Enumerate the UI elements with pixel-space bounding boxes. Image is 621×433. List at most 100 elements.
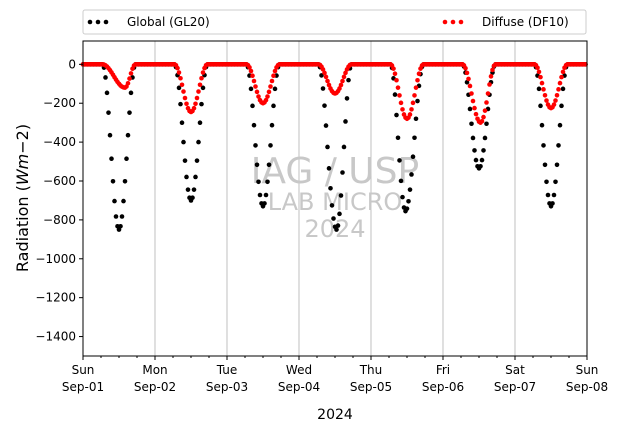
data-point [337,86,342,91]
data-point [542,162,548,168]
data-point [254,162,260,168]
data-point [554,162,560,168]
data-point [472,148,477,153]
data-point [127,110,132,115]
data-point [557,80,563,86]
data-point [343,70,348,76]
data-point [490,67,495,73]
data-point [340,170,345,175]
data-point [179,120,185,125]
data-point [184,101,189,107]
data-point [559,74,564,80]
data-point [118,223,123,229]
data-point [554,93,560,98]
data-point [469,121,474,127]
data-point [271,73,276,78]
data-point [560,86,566,92]
data-point [553,179,558,185]
data-point [269,78,275,84]
data-point [484,100,489,105]
data-point [254,89,260,95]
data-point [482,135,488,141]
data-point [256,179,261,185]
legend-marker [450,19,456,25]
data-point [470,98,476,104]
legend-marker [458,19,464,25]
data-point [415,98,420,104]
data-point [320,86,326,91]
data-point [398,178,404,184]
data-point [326,166,332,171]
data-point [481,114,486,120]
data-point [253,84,258,89]
data-point [539,122,545,128]
data-point [269,122,275,128]
data-point [338,193,344,198]
data-point [394,77,399,83]
data-point [392,92,398,97]
data-point [272,86,278,92]
data-point [103,75,108,80]
data-point [250,73,255,78]
data-point [182,158,188,163]
data-point [190,195,195,200]
x-tick-label-day: Sun [72,363,95,377]
data-point [551,102,557,107]
data-point [560,69,566,75]
x-tick-label-day: Tue [216,363,238,377]
data-point [119,214,125,219]
x-tick-label-day: Sat [505,363,525,377]
data-point [404,206,410,211]
y-tick-label: −400 [43,135,76,149]
data-point [268,84,273,89]
data-point [263,97,269,103]
data-point [268,143,273,148]
data-point [256,94,261,99]
data-point [250,103,255,109]
data-point [484,121,489,127]
data-point [107,132,113,138]
data-point [467,83,473,89]
x-axis: Sun Sep-01 Mon Sep-02 Tue Sep-03 Wed Sep-04 Thu S… [62,356,608,394]
data-point [181,139,186,145]
data-point [478,163,483,169]
data-point [200,85,206,91]
y-axis-label: Radiation (Wm−2) [13,124,32,272]
data-point [266,89,272,95]
data-point [178,75,183,81]
legend-label: Diffuse (DF10) [482,15,569,29]
x-tick-label-date: Sep-08 [566,380,608,394]
data-point [176,70,182,75]
data-point [481,148,486,153]
x-tick-label-day: Sun [576,363,599,377]
data-point [479,157,485,163]
data-point [106,110,111,115]
data-point [334,227,339,232]
data-point [271,103,276,109]
watermark-line: LAB MICRO [268,188,403,216]
y-tick-label: −1400 [35,330,76,344]
legend: Global (GL20) Diffuse (DF10) [82,9,587,35]
data-point [322,103,327,108]
data-point [179,82,185,88]
data-point [550,201,555,206]
data-point [248,68,254,74]
data-point [410,154,416,160]
data-point [323,74,329,80]
x-tick-label-date: Sep-07 [494,380,536,394]
data-point [466,76,471,82]
data-point [335,223,341,228]
data-point [193,174,198,180]
data-point [340,78,345,84]
data-point [329,203,335,208]
data-point [541,143,546,148]
legend-frame [82,9,587,35]
data-point [125,80,131,86]
data-point [473,111,479,117]
data-point [536,69,542,75]
legend-label: Global (GL20) [127,15,210,29]
data-point [538,103,543,109]
data-point [343,119,348,124]
data-point [121,198,126,204]
x-tick-label-day: Wed [286,363,312,377]
